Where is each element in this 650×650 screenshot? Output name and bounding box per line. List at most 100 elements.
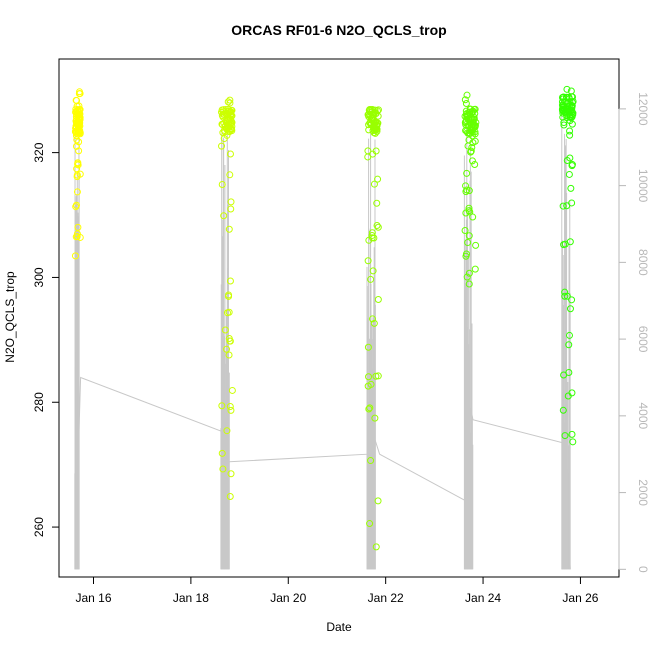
plot-frame [58,58,620,578]
n2o-point [470,115,478,123]
n2o-point [219,465,227,473]
n2o-point [560,119,568,127]
n2o-point [73,173,81,181]
n2o-point [221,326,229,334]
n2o-point [568,108,576,116]
n2o-point [466,208,474,216]
n2o-point [223,111,231,119]
n2o-point [463,169,471,177]
n2o-point [218,449,226,457]
n2o-point [364,257,372,265]
n2o-point [368,232,376,240]
n2o-point [226,493,234,501]
n2o-point [222,117,230,125]
n2o-point [568,296,576,304]
x-tick-label: Jan 24 [465,591,501,605]
n2o-point [463,91,471,99]
n2o-point [367,457,375,465]
n2o-point [225,225,233,233]
n2o-point [223,345,231,353]
n2o-point [471,265,479,273]
n2o-point [364,153,372,161]
n2o-point [72,201,80,209]
n2o-point [567,184,575,192]
n2o-point [566,238,574,246]
n2o-point [566,154,574,162]
n2o-point [76,90,84,98]
n2o-point [461,226,469,234]
n2o-point [76,116,84,124]
n2o-point [463,273,471,281]
n2o-point [226,99,234,107]
y-tick-label-right: 2000 [636,479,650,506]
n2o-point [74,223,82,231]
n2o-point [465,269,473,277]
y-axis-right: 0 2000 4000 6000 8000 10000 12000 [618,92,650,573]
n2o-point [465,280,473,288]
n2o-point [463,186,471,194]
y-tick-label-right: 6000 [636,326,650,353]
n2o-point [75,123,83,131]
n2o-point [73,230,81,238]
n2o-point [371,414,379,422]
n2o-point [226,277,234,285]
n2o-point [372,372,380,380]
n2o-point [461,96,469,104]
n2o-point [472,241,480,249]
n2o-point [370,180,378,188]
n2o-point [462,127,470,135]
n2o-point [565,368,573,376]
n2o-point [225,118,233,126]
n2o-point [562,105,570,113]
n2o-point [227,470,235,478]
n2o-point [365,236,373,244]
n2o-point [568,120,576,128]
n2o-point [368,229,376,237]
n2o-point [223,427,231,435]
n2o-point [462,99,470,107]
n2o-point [561,432,569,440]
n2o-point [218,180,226,188]
n2o-point [365,373,373,381]
n2o-point [568,389,576,397]
n2o-point [471,137,479,145]
n2o-point [227,205,235,213]
n2o-point [462,182,470,190]
x-tick-label: Jan 18 [173,591,209,605]
n2o-point [374,223,382,231]
n2o-point [462,252,470,260]
n2o-point [462,107,470,115]
n2o-point [218,402,226,410]
y-tick-label-right: 10000 [636,169,650,203]
chart-title: ORCAS RF01-6 N2O_QCLS_trop [231,22,446,38]
n2o-point [227,198,235,206]
y-tick-label-left: 280 [32,392,46,412]
n2o-point [565,170,573,178]
n2o-point [224,98,232,106]
n2o-point [220,212,228,220]
n2o-point [560,121,568,129]
n2o-point [464,239,472,247]
n2o-point [559,202,567,210]
n2o-point [75,138,83,146]
n2o-point [467,148,475,156]
n2o-point [71,252,79,260]
n2o-point [374,497,382,505]
n2o-point [364,343,372,351]
x-tick-label: Jan 22 [368,591,404,605]
n2o-point [370,122,378,130]
n2o-point [364,147,372,155]
n2o-point [569,438,577,446]
n2o-point [225,351,233,359]
n2o-point [468,132,476,140]
n2o-point [366,520,374,528]
n2o-point [73,136,81,144]
n2o-point [468,143,476,151]
n2o-point [567,87,575,95]
n2o-point [559,406,567,414]
n2o-point [218,142,226,150]
n2o-point [373,107,381,115]
n2o-point [226,96,234,104]
n2o-point [568,162,576,170]
